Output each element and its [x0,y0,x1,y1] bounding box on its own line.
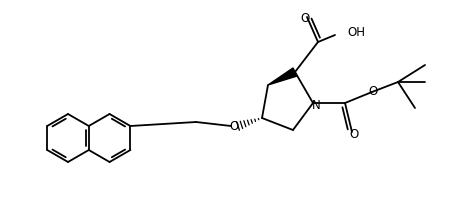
Text: OH: OH [346,25,364,38]
Text: O: O [300,12,309,25]
Text: O: O [229,119,238,133]
Polygon shape [268,68,296,85]
Text: O: O [349,127,358,140]
Text: N: N [311,98,320,112]
Text: O: O [368,84,377,97]
